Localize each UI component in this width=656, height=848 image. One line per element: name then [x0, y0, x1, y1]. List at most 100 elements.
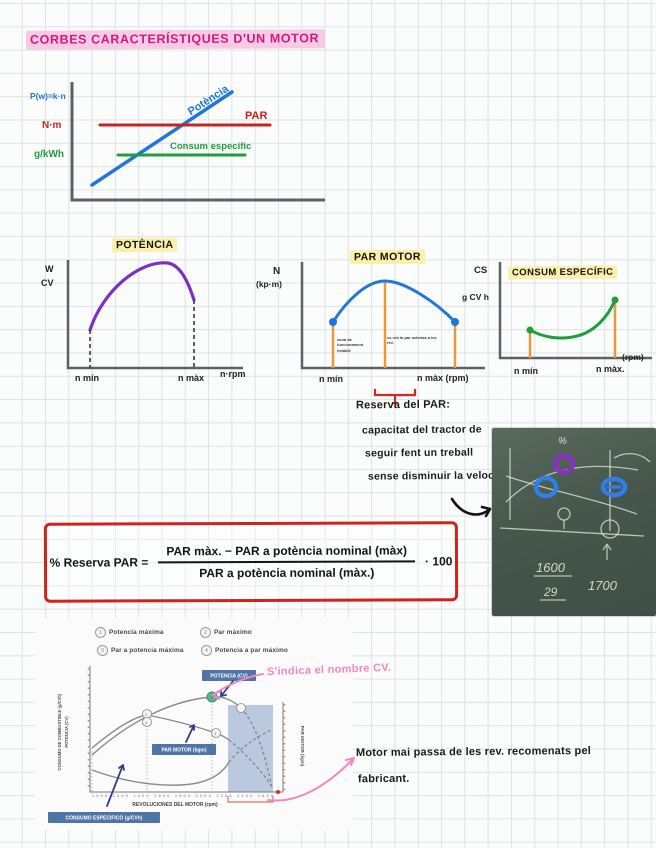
chalk-scribble	[613, 452, 651, 463]
overview-chart: Potència PAR Consum específic P(w)=k·n N…	[30, 82, 325, 202]
legend-item-4: 4 Potencia a par máximo	[201, 645, 288, 656]
formula-factor: · 100	[425, 554, 453, 569]
torque-chart: N (kp·m) n mín n màx (rpm)	[256, 262, 485, 406]
torque-x-max: n màx (rpm)	[417, 373, 469, 383]
potencia-box	[202, 670, 256, 681]
legend-item-2: 2 Par máximo	[200, 627, 252, 638]
figure-par-curve	[91, 714, 230, 749]
chalk-circle-small	[557, 507, 571, 521]
purple-marker-circle	[552, 453, 576, 475]
figure-power-curve-dashed	[240, 707, 273, 789]
consum-y2: g CV h	[462, 292, 489, 302]
marker-par-a-potencia-maxima	[211, 728, 221, 738]
reserve-line-1: capacitat del tractor de	[361, 423, 482, 437]
par-box-label: PAR MOTOR (kgm)	[161, 748, 206, 754]
pen-arrow-par	[185, 724, 195, 743]
pen-arrow-consumo	[106, 764, 125, 807]
potencia-box-label: POTENCIA (CV)	[210, 674, 248, 680]
torque-note-left: zona de funcionament estable	[337, 337, 364, 353]
y-label-power: P(w)=k·n	[30, 91, 66, 101]
rev-note-line-1: Motor mai passa de les rev. recomenats p…	[355, 744, 592, 760]
pink-arrow-rev	[267, 757, 355, 802]
torque-line-label: PAR	[245, 110, 267, 122]
marker-num-4: 4	[145, 720, 148, 725]
legend-label-3: Par a potencia máxima	[111, 647, 184, 654]
pink-arrow-cv	[212, 673, 264, 700]
marker-num-3: 3	[214, 731, 217, 736]
torque-y1: N	[273, 266, 280, 277]
power-chart-title: POTÈNCIA	[111, 237, 178, 253]
y-label-torque: N·m	[42, 120, 62, 131]
chalk-baseline	[499, 527, 645, 537]
figure-consumo-curve	[91, 761, 230, 786]
consumo-box	[48, 812, 160, 823]
chalk-up-arrow	[602, 543, 612, 560]
consum-line-label: Consum específic	[170, 141, 251, 152]
torque-y2: (kp·m)	[256, 279, 282, 289]
figure-label-boxes: POTENCIA (CV) PAR MOTOR (kgm) CONSUMO ES…	[48, 670, 256, 823]
x-axis-title: REVOLUCIONES DEL MOTOR (rpm)	[132, 802, 218, 808]
marker-num-1: 1	[211, 695, 214, 700]
power-chart: W CV n mín n màx n·rpm	[41, 260, 246, 383]
legend-marker-1: 1	[95, 627, 106, 638]
consum-dot-max	[611, 296, 619, 304]
chalk-1700: 1700	[588, 578, 618, 593]
power-y1: W	[45, 264, 54, 274]
power-curve	[88, 261, 196, 332]
legend-marker-3: 3	[97, 645, 108, 656]
rpm-range-bracket	[227, 796, 274, 803]
legend-marker-2: 2	[200, 627, 211, 638]
x-tick-labels: 1000 1200 1400 1600 1800 2000 2200 2400 …	[92, 794, 273, 798]
par-box	[152, 744, 216, 755]
marker-num-2: 2	[145, 712, 148, 717]
chalk-circle-big	[600, 519, 620, 539]
axis-right-par: PAR MOTOR (kgm)	[300, 726, 305, 767]
legend-marker-4: 4	[201, 645, 212, 656]
figure-power-curve	[91, 696, 242, 756]
torque-dot-min	[329, 318, 337, 326]
pink-arrow-rev-path	[267, 757, 355, 802]
chalk-curve-b	[505, 475, 638, 515]
marker-potencia-a-par-maximo	[142, 717, 152, 727]
blackboard-photo: % 1600 29 1700	[492, 428, 656, 616]
marker-extra	[236, 703, 246, 713]
red-pen-dot	[276, 790, 280, 794]
blue-marker-circle-left	[533, 475, 559, 499]
consum-chart-axes	[498, 262, 652, 360]
torque-note-right: es reb la par màxima a les rev.	[387, 335, 437, 346]
consum-y1: CS	[474, 265, 487, 276]
chalk-percent: %	[558, 436, 567, 447]
legend-label-1: Potencia máxima	[109, 629, 164, 636]
torque-x-min: n mín	[319, 374, 343, 384]
axis-left-potencia: POTENCIA (CV)	[64, 716, 69, 748]
formula-fraction: PAR màx. − PAR a potència nominal (màx) …	[158, 543, 416, 580]
power-x-min: n mín	[75, 373, 99, 383]
consum-x-max: n màx.	[596, 364, 625, 374]
consum-chart: CS g CV h n mín n màx. (rpm)	[462, 262, 652, 376]
figure-markers: 2 4 3 1	[142, 691, 246, 738]
chalk-text: % 1600 29 1700	[536, 436, 618, 599]
consum-dot-min	[526, 326, 534, 334]
pink-arrow-cv-path	[212, 673, 264, 700]
legend-item-3: 3 Par a potencia máxima	[97, 645, 184, 656]
power-line-label: Potència	[186, 82, 232, 118]
consum-x-min: n mín	[514, 366, 538, 376]
power-x-axis: n·rpm	[220, 369, 246, 379]
chalk-denominator: 29	[543, 585, 558, 599]
blackboard-drawing: % 1600 29 1700	[499, 436, 651, 601]
arrow-curve	[450, 497, 492, 516]
overview-axes	[70, 82, 325, 202]
chalk-sketch	[499, 448, 651, 601]
axis-left-consumo: CONSUMO DE COMBUSTIBLE (g/CVh)	[57, 693, 62, 770]
consum-curve	[528, 298, 617, 340]
power-x-max: n màx	[178, 373, 204, 383]
printed-figure: 1 Potencia máxima 2 Par máximo 3 Par a p…	[35, 618, 353, 830]
legend-item-1: 1 Potencia máxima	[95, 627, 164, 638]
power-y2: CV	[41, 278, 54, 288]
formula-lhs: % Reserva PAR =	[49, 555, 149, 570]
arrow-head	[480, 505, 492, 518]
y-label-consum: g/kWh	[34, 149, 64, 160]
engine-curves-chart: 2 4 3 1 POTENCIA (CV) PAR MOTOR (kgm) CO…	[48, 666, 305, 823]
arrow-to-photo	[450, 497, 492, 518]
